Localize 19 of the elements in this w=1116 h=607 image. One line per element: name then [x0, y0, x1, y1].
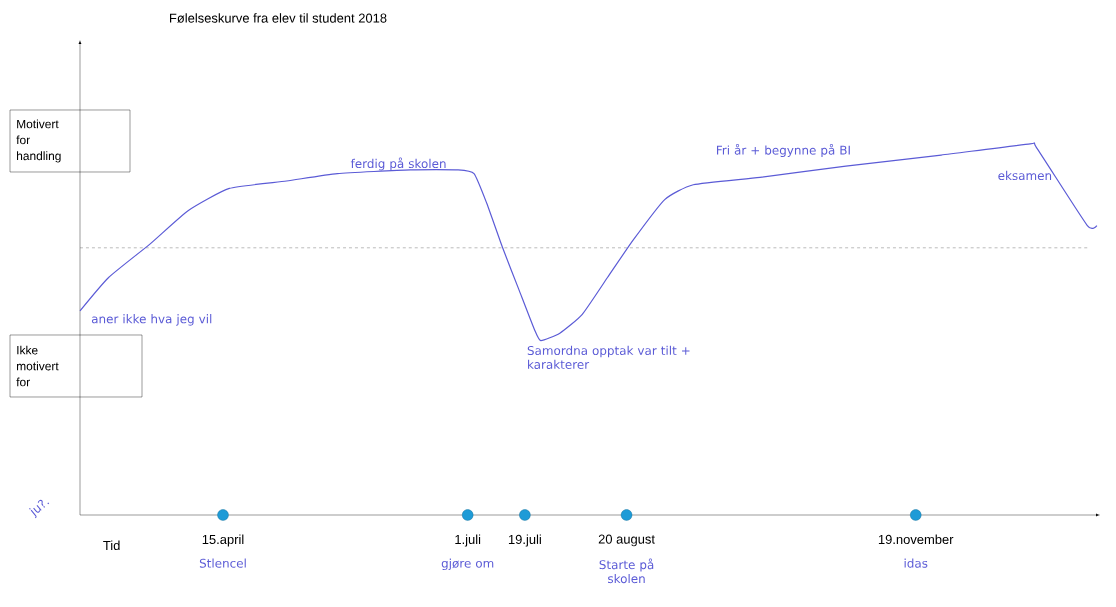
annotation: Fri år + begynne på BI	[716, 143, 850, 157]
x-tick-label: 20 august	[598, 534, 655, 547]
text: Ikke motivert for	[16, 345, 59, 387]
annotation: ferdig på skolen	[350, 157, 446, 171]
text: ju?.	[29, 499, 50, 519]
x-tick-label: 19.juli	[508, 534, 541, 547]
x-axis-title: Tid	[103, 540, 120, 551]
x-tick-label: 15.april	[202, 534, 244, 547]
chart-title: Følelseskurve fra elev til student 2018	[170, 13, 387, 23]
text: Starte på skolen	[599, 558, 654, 584]
x-tick-label: 1.juli	[455, 534, 481, 547]
x-tick-label: 19.november	[878, 534, 954, 545]
text: gjøre om	[441, 558, 494, 571]
annotation: eksamen	[998, 170, 1052, 181]
text: idas	[904, 558, 928, 568]
text: Motivert for handling	[16, 119, 61, 163]
annotation: Samordna opptak var tilt + karakterer	[527, 345, 690, 369]
annotation: aner ikke hva jeg vil	[91, 314, 212, 326]
text: Stlencel	[199, 558, 246, 568]
